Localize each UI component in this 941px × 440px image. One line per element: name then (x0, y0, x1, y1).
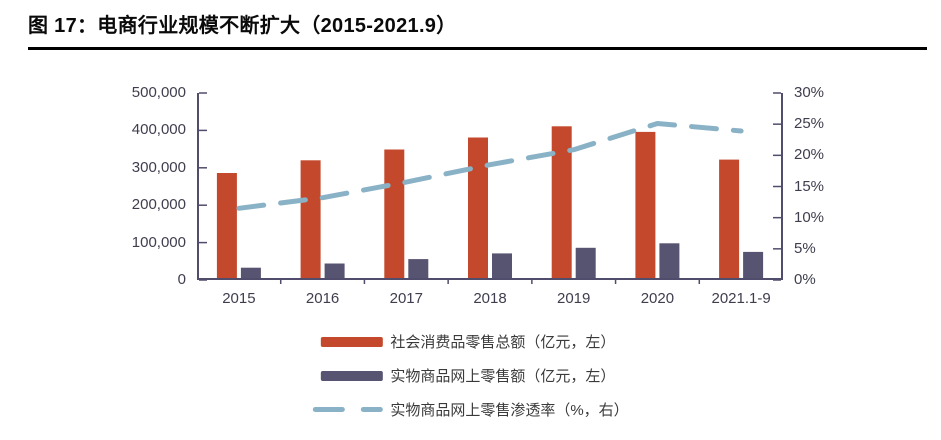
legend-item-penetration-rate: 实物商品网上零售渗透率（%，右） (312, 399, 629, 420)
right-axis-tick-label: 25% (794, 115, 825, 133)
bar-2017-total (384, 149, 405, 280)
left-axis-tick-label: 100,000 (131, 233, 186, 251)
bar-2020-total (635, 131, 656, 280)
bar-2015-online (240, 267, 261, 280)
x-axis-label-2017: 2017 (389, 290, 423, 307)
bar-2018-online (492, 253, 512, 280)
right-axis-tick-label: 5% (794, 239, 816, 257)
legend-item-total-retail: 社会消费品零售总额（亿元，左） (312, 331, 615, 352)
x-axis-label-2018: 2018 (473, 290, 507, 307)
bar-2015-total (216, 173, 237, 280)
bar-2016-online (324, 263, 345, 280)
bar-2016-total (300, 160, 321, 280)
right-axis-tick-label: 15% (794, 177, 825, 195)
x-axis-label-2019: 2019 (557, 290, 591, 307)
right-axis-labels: 0% 5% 10% 15% 20% 25% 30% (794, 84, 884, 288)
left-axis-tick-label: 300,000 (131, 158, 186, 176)
dashed-line-swatch-icon (312, 407, 383, 412)
right-axis-tick-label: 0% (794, 271, 816, 288)
figure-title: 图 17：电商行业规模不断扩大（2015-2021.9） (28, 15, 457, 37)
legend-label-online-retail: 实物商品网上零售额（亿元，左） (390, 368, 616, 385)
left-axis-tick-label: 200,000 (131, 196, 186, 214)
bar-2019-total (551, 126, 572, 280)
left-axis-tick-label: 500,000 (131, 84, 186, 101)
right-axis-tick-label: 20% (794, 146, 825, 164)
bar-2019-online (575, 247, 596, 280)
red-bar-swatch-icon (320, 336, 383, 347)
x-axis-labels: 2015 2016 2017 2018 2019 2020 2021.1-9 (197, 290, 783, 310)
bar-2020-online (659, 243, 680, 280)
legend-label-total-retail: 社会消费品零售总额（亿元，左） (390, 334, 616, 351)
x-axis-label-2020: 2020 (640, 290, 675, 307)
legend-swatch-total-retail (312, 336, 383, 347)
x-axis-label-2015: 2015 (222, 290, 256, 307)
right-axis-tick-label: 30% (794, 84, 825, 101)
x-axis-label-2021.1-9: 2021.1-9 (711, 290, 771, 307)
bar-2017-online (408, 259, 429, 280)
legend: 社会消费品零售总额（亿元，左） 实物商品网上零售额（亿元，左） 实物商品网上零售… (312, 331, 629, 420)
legend-swatch-online-retail (312, 370, 383, 381)
bar-2021.1-9-total (719, 159, 740, 280)
x-axis-label-2016: 2016 (305, 290, 340, 307)
penetration-rate-line (236, 121, 744, 211)
legend-item-online-retail: 实物商品网上零售额（亿元，左） (312, 365, 615, 386)
legend-label-penetration-rate: 实物商品网上零售渗透率（%，右） (390, 402, 629, 419)
plot-area (197, 92, 783, 284)
right-axis-tick-label: 10% (794, 208, 825, 226)
purple-bar-swatch-icon (320, 370, 383, 381)
title-underline (28, 47, 927, 50)
bar-2021.1-9-online (743, 251, 764, 280)
left-axis-tick-label: 0 (177, 271, 186, 288)
left-axis-tick-label: 400,000 (131, 121, 186, 139)
bar-2018-total (468, 137, 488, 280)
left-axis-labels: 0 100,000 200,000 300,000 400,000 500,000 (0, 84, 186, 288)
